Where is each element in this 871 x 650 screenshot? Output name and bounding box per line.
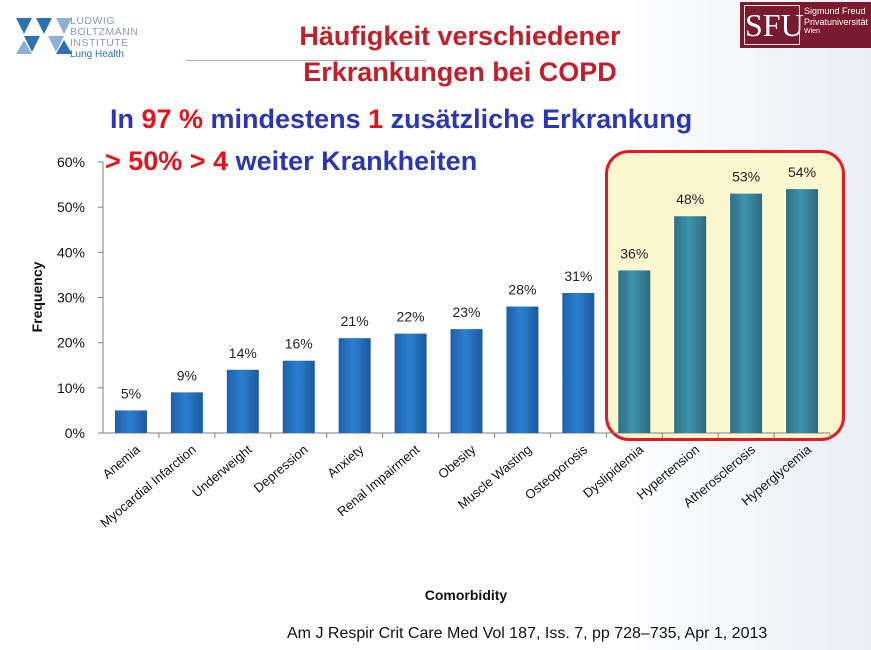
- sfu-logo-mark: SFU: [744, 5, 804, 45]
- data-label: 21%: [341, 313, 369, 329]
- y-tick-label: 20%: [57, 335, 85, 351]
- sfu-line-3: Wien: [804, 28, 820, 35]
- bar-depression: [282, 360, 315, 433]
- x-tick-label: Depression: [251, 442, 311, 496]
- lbi-subline: Lung Health: [70, 49, 124, 60]
- data-label: 23%: [452, 304, 480, 320]
- lbi-line-2: BOLTZMANN: [70, 26, 139, 38]
- bar-renal-impairment: [394, 333, 427, 433]
- data-label: 14%: [229, 345, 257, 361]
- bar-atherosclerosis: [730, 193, 763, 433]
- data-label: 36%: [620, 245, 648, 261]
- sfu-logo: SFU Sigmund Freud Privatuniversität Wien: [740, 2, 871, 48]
- data-label: 5%: [121, 385, 141, 401]
- lbi-line-3: INSTITUTE: [70, 37, 129, 49]
- y-tick-label: 60%: [57, 154, 85, 170]
- header-divider-line: [186, 60, 426, 61]
- bar-anemia: [114, 410, 147, 433]
- subtitle2-a: > 50% > 4: [105, 146, 229, 176]
- bar-muscle-wasting: [506, 306, 539, 433]
- x-tick-label: Anxiety: [324, 441, 367, 480]
- sfu-line-1: Sigmund Freud: [804, 6, 866, 16]
- data-label: 16%: [285, 336, 313, 352]
- data-label: 54%: [788, 164, 816, 180]
- bar-anxiety: [338, 338, 371, 433]
- subtitle1-b: 97 %: [141, 104, 204, 134]
- subtitle1-c: mindestens: [203, 104, 369, 134]
- y-tick-label: 40%: [57, 244, 85, 260]
- x-tick-label: Underweight: [189, 442, 255, 501]
- y-tick-label: 30%: [57, 290, 85, 306]
- sfu-logo-text: Sigmund Freud Privatuniversität Wien: [804, 6, 868, 38]
- y-tick-label: 50%: [57, 199, 85, 215]
- bar-osteoporosis: [562, 292, 595, 433]
- subtitle2-b: weiter Krankheiten: [228, 146, 478, 176]
- x-axis-label: Comorbidity: [425, 587, 508, 603]
- bar-dyslipidemia: [618, 270, 651, 433]
- sfu-line-2: Privatuniversität: [804, 16, 869, 27]
- x-tick-label: Anemia: [99, 441, 143, 481]
- bar-obesity: [450, 329, 483, 433]
- ludwig-boltzmann-logo: [14, 14, 224, 78]
- bar-hypertension: [674, 216, 707, 433]
- subtitle1-d: 1: [368, 104, 384, 134]
- lbi-line-1: LUDWIG: [70, 15, 115, 27]
- data-label: 53%: [732, 169, 760, 185]
- slide-title-line-1: Häufigkeit verschiedener: [299, 21, 621, 51]
- x-tick-label: Obesity: [435, 441, 479, 481]
- bar-underweight: [226, 369, 259, 433]
- y-axis-label: Frequency: [29, 261, 45, 332]
- slide-subtitle-1: In 97 % mindestens 1 zusätzliche Erkrank…: [110, 103, 692, 135]
- x-tick-label: Osteoporosis: [522, 441, 591, 502]
- data-label: 31%: [564, 268, 592, 284]
- subtitle1-a: In: [110, 104, 142, 134]
- data-label: 48%: [676, 191, 704, 207]
- bar-hyperglycemia: [786, 189, 819, 433]
- data-label: 22%: [397, 309, 425, 325]
- bar-myocardial-infarction: [170, 392, 203, 433]
- lbi-logo-text: LUDWIG BOLTZMANN INSTITUTE Lung Health: [70, 15, 139, 61]
- y-tick-label: 10%: [57, 380, 85, 396]
- citation: Am J Respir Crit Care Med Vol 187, Iss. …: [287, 625, 768, 642]
- slide-title-line-2: Erkrankungen bei COPD: [303, 57, 617, 87]
- data-label: 28%: [508, 282, 536, 298]
- subtitle1-e: zusätzliche Erkrankung: [383, 104, 693, 134]
- y-tick-label: 0%: [65, 425, 85, 441]
- lbi-logo-mark-icon: [16, 18, 72, 54]
- data-label: 9%: [177, 367, 197, 383]
- slide-subtitle-2: > 50% > 4 weiter Krankheiten: [105, 145, 477, 177]
- x-tick-label: Myocardial Infarction: [97, 442, 199, 531]
